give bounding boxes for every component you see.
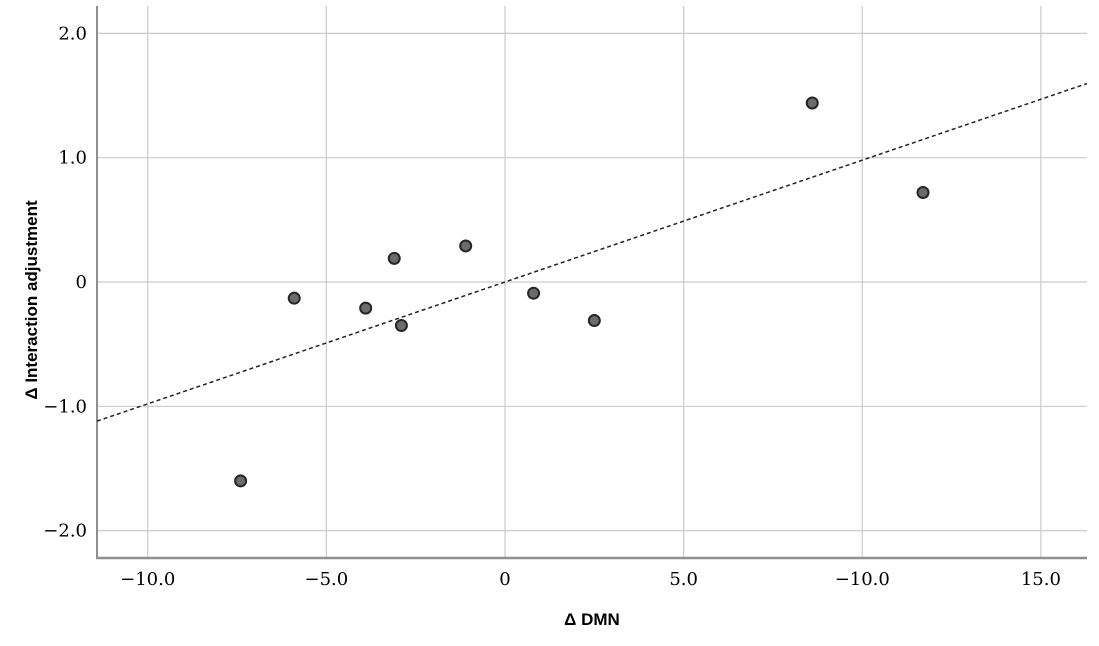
data-point — [387, 251, 401, 265]
data-point — [459, 239, 473, 253]
x-tick-label: 15.0 — [1021, 569, 1061, 590]
data-point — [359, 301, 373, 315]
y-tick-label: 0 — [76, 272, 87, 293]
data-point — [916, 185, 930, 199]
data-point — [287, 291, 301, 305]
data-point — [587, 314, 601, 328]
y-tick-label: −2.0 — [43, 521, 87, 542]
y-tick-label: 2.0 — [58, 23, 87, 44]
x-tick-label: −10.0 — [120, 569, 175, 590]
data-point — [234, 474, 248, 488]
data-point — [805, 96, 819, 110]
x-tick-label: −10.0 — [835, 569, 890, 590]
y-tick-label: 1.0 — [58, 148, 87, 169]
data-point — [527, 286, 541, 300]
data-point — [394, 319, 408, 333]
x-tick-label: 5.0 — [669, 569, 698, 590]
trend-line — [96, 82, 1088, 422]
y-axis-title: Δ Interaction adjustment — [22, 200, 41, 400]
y-tick-label: −1.0 — [43, 396, 87, 417]
x-tick-label: 0 — [499, 569, 510, 590]
x-tick-label: −5.0 — [305, 569, 349, 590]
x-axis-title: Δ DMN — [564, 610, 620, 629]
